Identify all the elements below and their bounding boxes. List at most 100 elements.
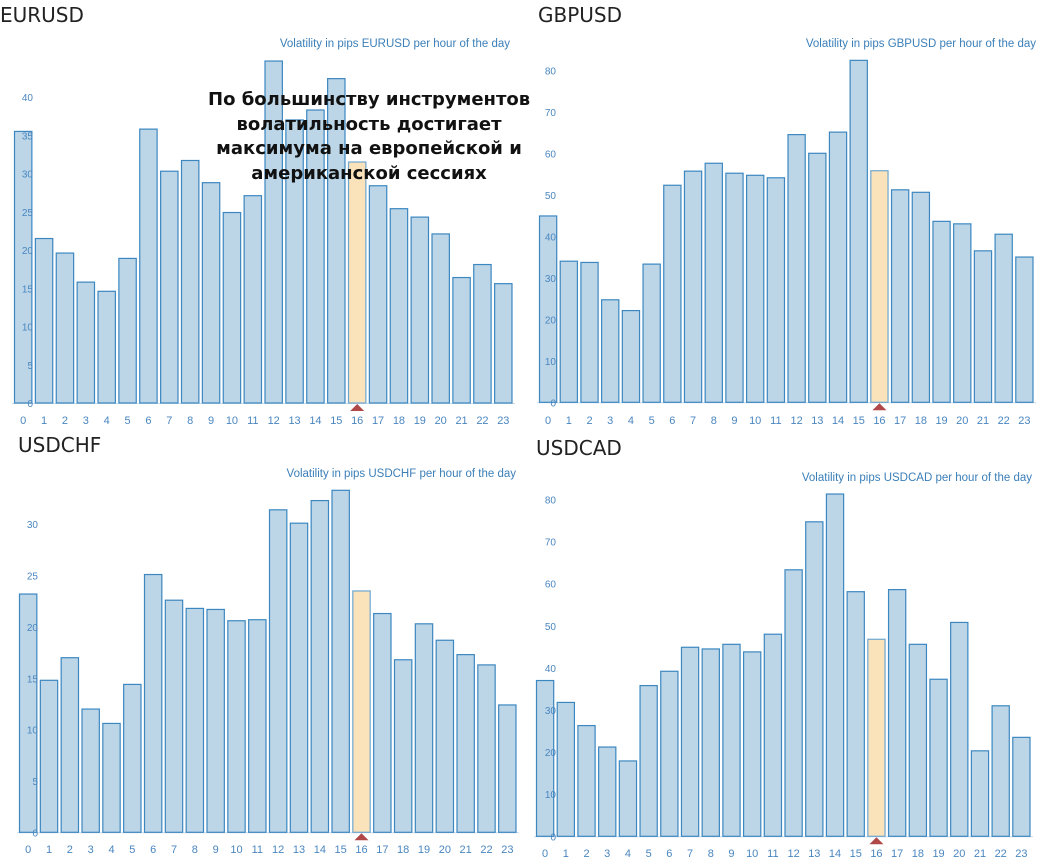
x-tick-label: 2 — [67, 844, 73, 856]
x-tick-label: 8 — [711, 415, 717, 427]
bar — [201, 182, 221, 404]
bar — [704, 162, 723, 403]
bar — [535, 679, 555, 837]
bar — [206, 608, 225, 833]
bar — [248, 619, 267, 833]
x-tick-label: 20 — [439, 844, 451, 856]
y-tick-label: 30 — [545, 274, 557, 285]
x-tick-label: 3 — [83, 415, 89, 427]
bar — [331, 489, 350, 833]
x-tick-label: 21 — [974, 848, 986, 860]
x-tick-label: 14 — [832, 415, 844, 427]
x-tick-label: 20 — [953, 848, 965, 860]
bar — [849, 59, 868, 403]
bar — [808, 152, 827, 403]
bar — [1015, 256, 1034, 403]
x-tick-label: 7 — [687, 848, 693, 860]
bar — [143, 573, 163, 833]
panel-title-usdcad: USDCAD — [536, 436, 622, 460]
x-tick-label: 4 — [104, 415, 110, 427]
bar — [805, 521, 824, 837]
bar — [618, 760, 638, 837]
x-tick-label: 22 — [480, 844, 492, 856]
x-tick-label: 6 — [145, 415, 151, 427]
chart-title-gbpusd: Volatility in pips GBPUSD per hour of th… — [805, 38, 1036, 50]
x-tick-label: 9 — [208, 415, 214, 427]
x-tick-label: 19 — [932, 848, 944, 860]
panel-title-usdchf: USDCHF — [18, 433, 102, 457]
x-tick-label: 14 — [314, 844, 326, 856]
bar — [991, 705, 1010, 837]
bar — [660, 670, 679, 837]
chart-title-usdchf: Volatility in pips USDCHF per hour of th… — [286, 468, 516, 480]
x-tick-label: 21 — [977, 415, 989, 427]
y-tick-label: 80 — [545, 496, 557, 507]
x-tick-label: 2 — [583, 848, 589, 860]
x-tick-label: 22 — [995, 848, 1007, 860]
bar — [825, 493, 845, 837]
y-tick-label: 80 — [545, 66, 557, 77]
bar — [601, 299, 620, 403]
x-tick-label: 3 — [607, 415, 613, 427]
bar — [663, 184, 682, 403]
x-tick-label: 6 — [666, 848, 672, 860]
bar — [680, 646, 700, 837]
bar — [435, 639, 455, 833]
bar — [39, 679, 59, 833]
x-tick-label: 16 — [870, 848, 882, 860]
bar — [368, 185, 388, 404]
annotation-overlay: По большинству инструментов волатильност… — [208, 88, 530, 186]
x-tick-label: 16 — [873, 415, 885, 427]
y-tick-label: 20 — [27, 623, 39, 634]
y-tick-label: 10 — [545, 357, 557, 368]
bar — [123, 683, 142, 833]
x-tick-label: 13 — [808, 848, 820, 860]
x-tick-label: 21 — [460, 844, 472, 856]
x-tick-label: 17 — [891, 848, 903, 860]
bar — [911, 191, 931, 403]
x-tick-label: 12 — [790, 415, 802, 427]
x-tick-label: 8 — [708, 848, 714, 860]
bar — [932, 220, 951, 403]
x-tick-label: 19 — [414, 415, 426, 427]
x-tick-label: 18 — [915, 415, 927, 427]
bar — [598, 746, 617, 837]
x-tick-label: 11 — [247, 415, 258, 427]
x-tick-label: 21 — [455, 415, 467, 427]
x-tick-label: 12 — [787, 848, 799, 860]
bar — [227, 620, 246, 833]
x-tick-label: 4 — [108, 844, 114, 856]
bar — [268, 509, 288, 833]
x-tick-label: 10 — [230, 844, 242, 856]
x-tick-label: 3 — [88, 844, 94, 856]
x-tick-label: 7 — [171, 844, 177, 856]
x-tick-label: 4 — [625, 848, 631, 860]
x-tick-label: 5 — [125, 415, 131, 427]
bar — [13, 130, 33, 404]
x-tick-label: 12 — [268, 415, 280, 427]
bar — [477, 664, 496, 833]
x-tick-label: 22 — [998, 415, 1010, 427]
current-hour-marker — [354, 833, 369, 841]
bar — [452, 276, 471, 404]
x-tick-label: 0 — [20, 415, 26, 427]
y-tick-label: 30 — [27, 520, 39, 531]
x-tick-label: 2 — [586, 415, 592, 427]
x-tick-label: 14 — [829, 848, 841, 860]
x-tick-label: 14 — [309, 415, 321, 427]
bar — [473, 263, 492, 404]
x-tick-label: 23 — [1018, 415, 1030, 427]
bar — [289, 522, 309, 833]
x-tick-label: 0 — [542, 848, 548, 860]
bar — [34, 237, 54, 404]
bar — [784, 569, 803, 837]
bar — [559, 260, 579, 403]
x-tick-label: 5 — [649, 415, 655, 427]
bar — [410, 216, 430, 404]
x-tick-label: 13 — [288, 415, 300, 427]
bar — [494, 283, 513, 404]
bar — [970, 750, 990, 837]
y-tick-label: 40 — [22, 93, 34, 104]
x-tick-label: 5 — [129, 844, 135, 856]
x-tick-label: 12 — [272, 844, 284, 856]
